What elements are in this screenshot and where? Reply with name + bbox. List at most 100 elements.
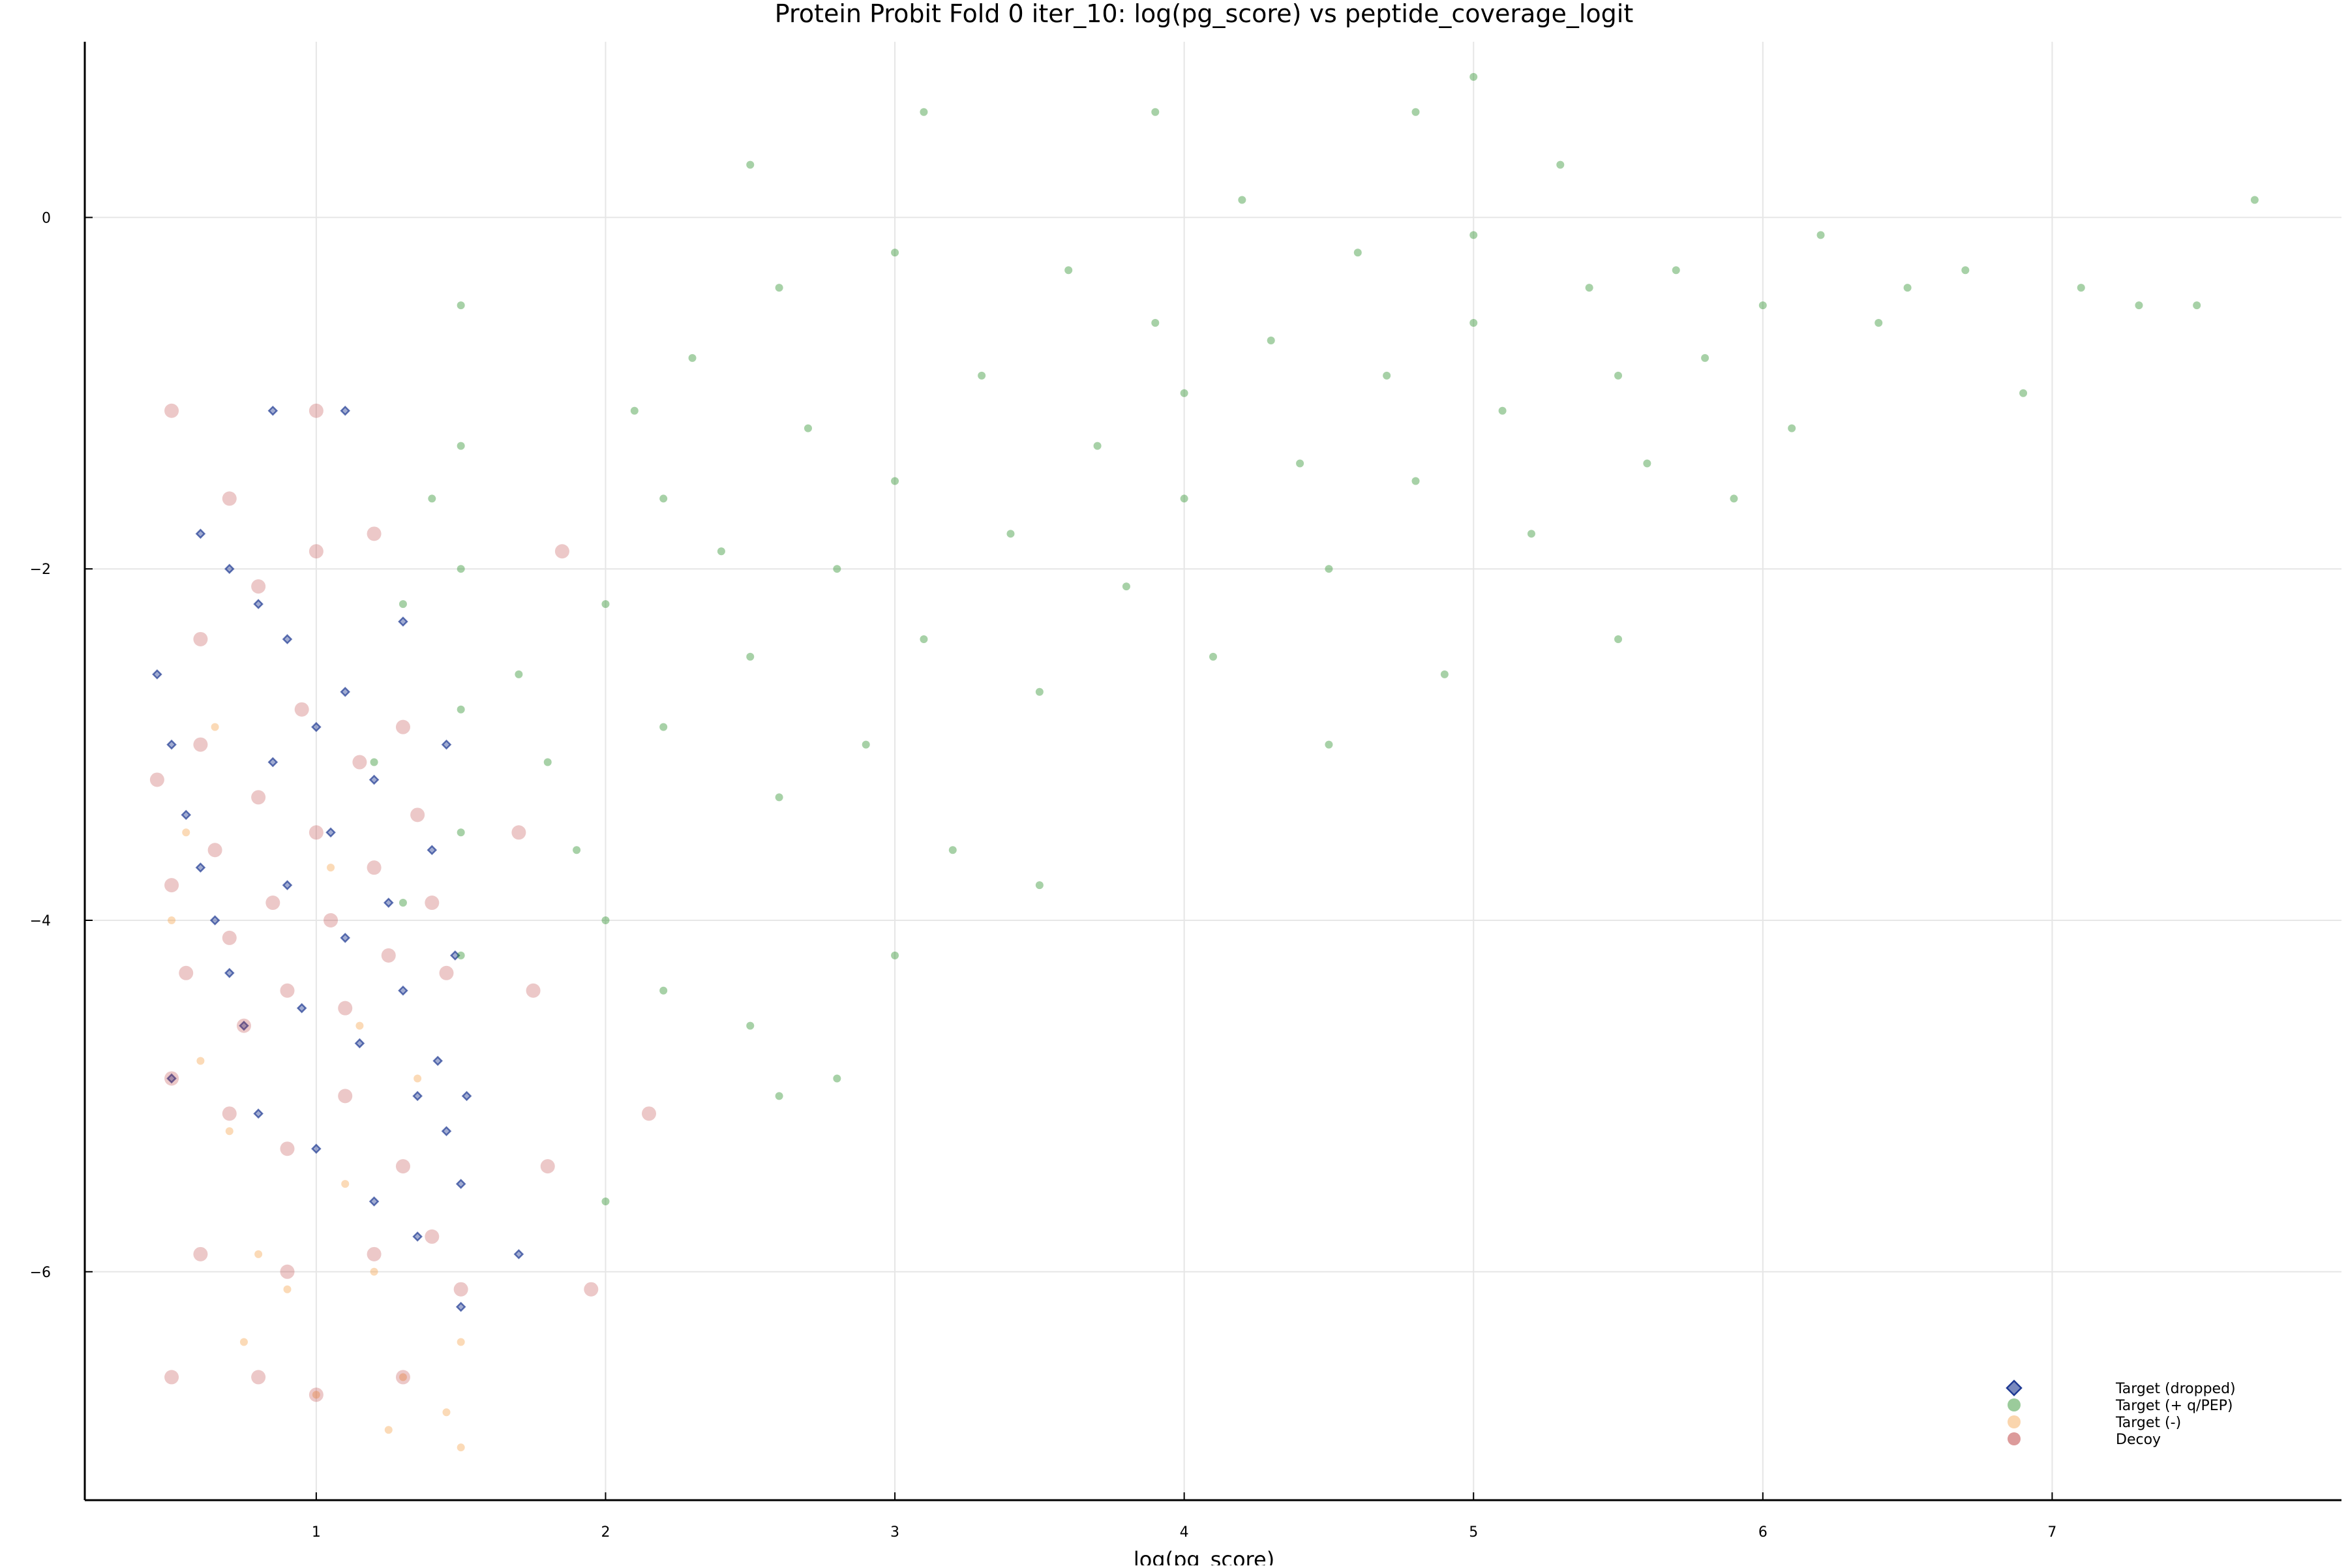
data-point xyxy=(309,403,324,418)
data-point xyxy=(164,403,179,418)
data-point xyxy=(369,774,380,785)
data-point xyxy=(164,878,179,893)
axis-layer: 1 2 3 4 5 6 7 0 −2 −4 −6 xyxy=(30,42,2341,1541)
data-point xyxy=(222,491,237,506)
legend-label: Target (+ q/PEP) xyxy=(2115,1398,2233,1414)
data-point xyxy=(225,1127,233,1136)
data-point xyxy=(891,951,899,959)
data-point xyxy=(254,1250,263,1258)
data-point xyxy=(325,827,336,838)
legend-item: Target (+ q/PEP) xyxy=(2008,1398,2233,1414)
data-point xyxy=(1469,319,1478,327)
data-point xyxy=(367,526,382,541)
data-point xyxy=(265,896,280,911)
data-point xyxy=(1411,477,1420,485)
x-tick-label: 5 xyxy=(1469,1524,1478,1541)
grid-layer xyxy=(85,42,2341,1500)
data-point xyxy=(395,719,410,734)
data-point xyxy=(1296,459,1304,468)
data-point xyxy=(193,1246,208,1261)
data-point xyxy=(1874,319,1883,327)
data-point xyxy=(630,406,639,415)
data-point xyxy=(540,1159,555,1174)
x-tick-label: 3 xyxy=(890,1524,899,1541)
data-point xyxy=(149,772,164,787)
data-point xyxy=(211,723,219,731)
data-point xyxy=(432,1055,443,1066)
data-point xyxy=(384,897,394,908)
data-point xyxy=(352,755,367,770)
data-point xyxy=(355,1021,364,1030)
data-point xyxy=(554,544,569,559)
data-point xyxy=(296,1003,307,1014)
data-point xyxy=(775,1092,783,1100)
data-point xyxy=(338,1089,353,1104)
x-axis-label: log(pg_score) xyxy=(1134,1547,1274,1565)
data-point xyxy=(1816,231,1825,239)
data-point xyxy=(746,160,755,169)
series-target xyxy=(168,723,465,1452)
data-layer xyxy=(149,72,2259,1452)
data-point xyxy=(425,1229,440,1244)
data-point xyxy=(399,1373,407,1381)
data-point xyxy=(526,983,541,998)
data-point xyxy=(338,1001,353,1016)
data-point xyxy=(642,1106,656,1121)
data-point xyxy=(746,1021,755,1030)
data-point xyxy=(1614,635,1623,643)
data-point xyxy=(1614,371,1623,380)
data-point xyxy=(427,845,438,855)
data-point xyxy=(455,1301,466,1312)
data-point xyxy=(152,669,162,680)
data-point xyxy=(1267,336,1275,344)
data-point xyxy=(457,828,465,837)
data-point xyxy=(1585,284,1593,292)
data-point xyxy=(239,1020,249,1031)
data-point xyxy=(457,705,465,714)
y-tick-label: −6 xyxy=(30,1265,51,1281)
data-point xyxy=(1151,108,1160,116)
data-point xyxy=(1093,442,1102,450)
data-point xyxy=(414,1074,422,1083)
data-point xyxy=(224,968,235,978)
data-point xyxy=(327,864,335,872)
data-point xyxy=(450,950,460,961)
data-point xyxy=(312,1391,320,1399)
data-point xyxy=(461,1091,472,1102)
data-point xyxy=(1643,459,1651,468)
data-point xyxy=(222,1106,237,1121)
data-point xyxy=(1180,389,1188,397)
chart-title: Protein Probit Fold 0 iter_10: log(pg_sc… xyxy=(775,0,1633,28)
data-point xyxy=(688,354,697,362)
data-point xyxy=(513,1249,524,1259)
data-point xyxy=(251,579,266,594)
data-point xyxy=(182,828,190,837)
data-point xyxy=(2077,284,2085,292)
legend-label: Target (-) xyxy=(2115,1415,2181,1431)
data-point xyxy=(369,1196,380,1207)
data-point xyxy=(367,860,382,875)
data-point xyxy=(453,1282,468,1297)
legend-marker xyxy=(2008,1415,2021,1428)
y-tick-label: 0 xyxy=(42,210,51,226)
data-point xyxy=(439,965,454,980)
data-point xyxy=(196,1057,205,1065)
x-tick-label: 7 xyxy=(2047,1524,2056,1541)
legend-item: Target (dropped) xyxy=(2006,1380,2236,1397)
data-point xyxy=(1961,266,1970,275)
data-point xyxy=(1498,406,1507,415)
data-point xyxy=(1122,582,1130,591)
data-point xyxy=(251,1370,266,1385)
data-point xyxy=(195,528,206,539)
data-point xyxy=(384,1426,393,1434)
y-tick-label: −2 xyxy=(30,562,51,578)
data-point xyxy=(410,807,425,822)
data-point xyxy=(601,600,610,609)
data-point xyxy=(1788,424,1796,432)
data-point xyxy=(395,1159,410,1174)
data-point xyxy=(978,371,986,380)
data-point xyxy=(1006,530,1015,538)
data-point xyxy=(341,1180,350,1188)
